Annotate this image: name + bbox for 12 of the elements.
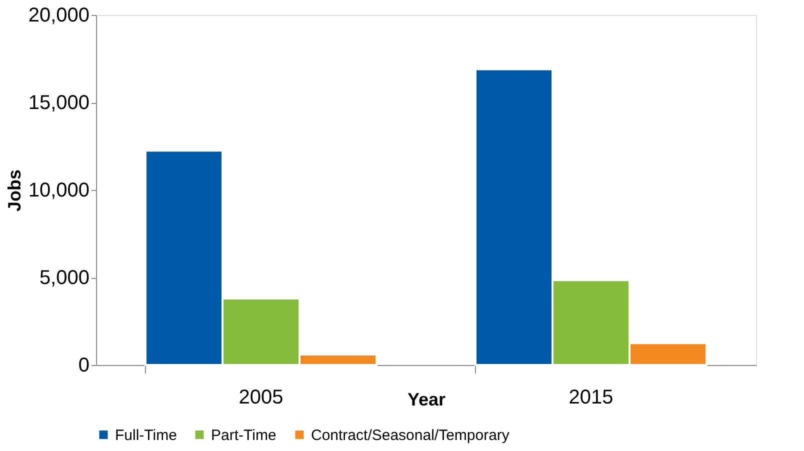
y-tick-label: 20,000 (28, 4, 90, 26)
x-tick-label: 2005 (238, 386, 284, 408)
x-axis-title: Year (407, 390, 446, 410)
y-tick-label: 0 (78, 354, 90, 376)
y-tick-label: 10,000 (28, 180, 90, 202)
legend-label: Part-Time (211, 426, 276, 444)
x-tick-label: 2015 (568, 386, 614, 408)
y-axis-title: Jobs (4, 169, 24, 212)
legend-label: Contract/Seasonal/Temporary (311, 426, 510, 444)
legend-label: Full-Time (115, 426, 177, 444)
y-tick-label: 5,000 (39, 267, 90, 289)
y-tick-label: 15,000 (28, 92, 90, 114)
